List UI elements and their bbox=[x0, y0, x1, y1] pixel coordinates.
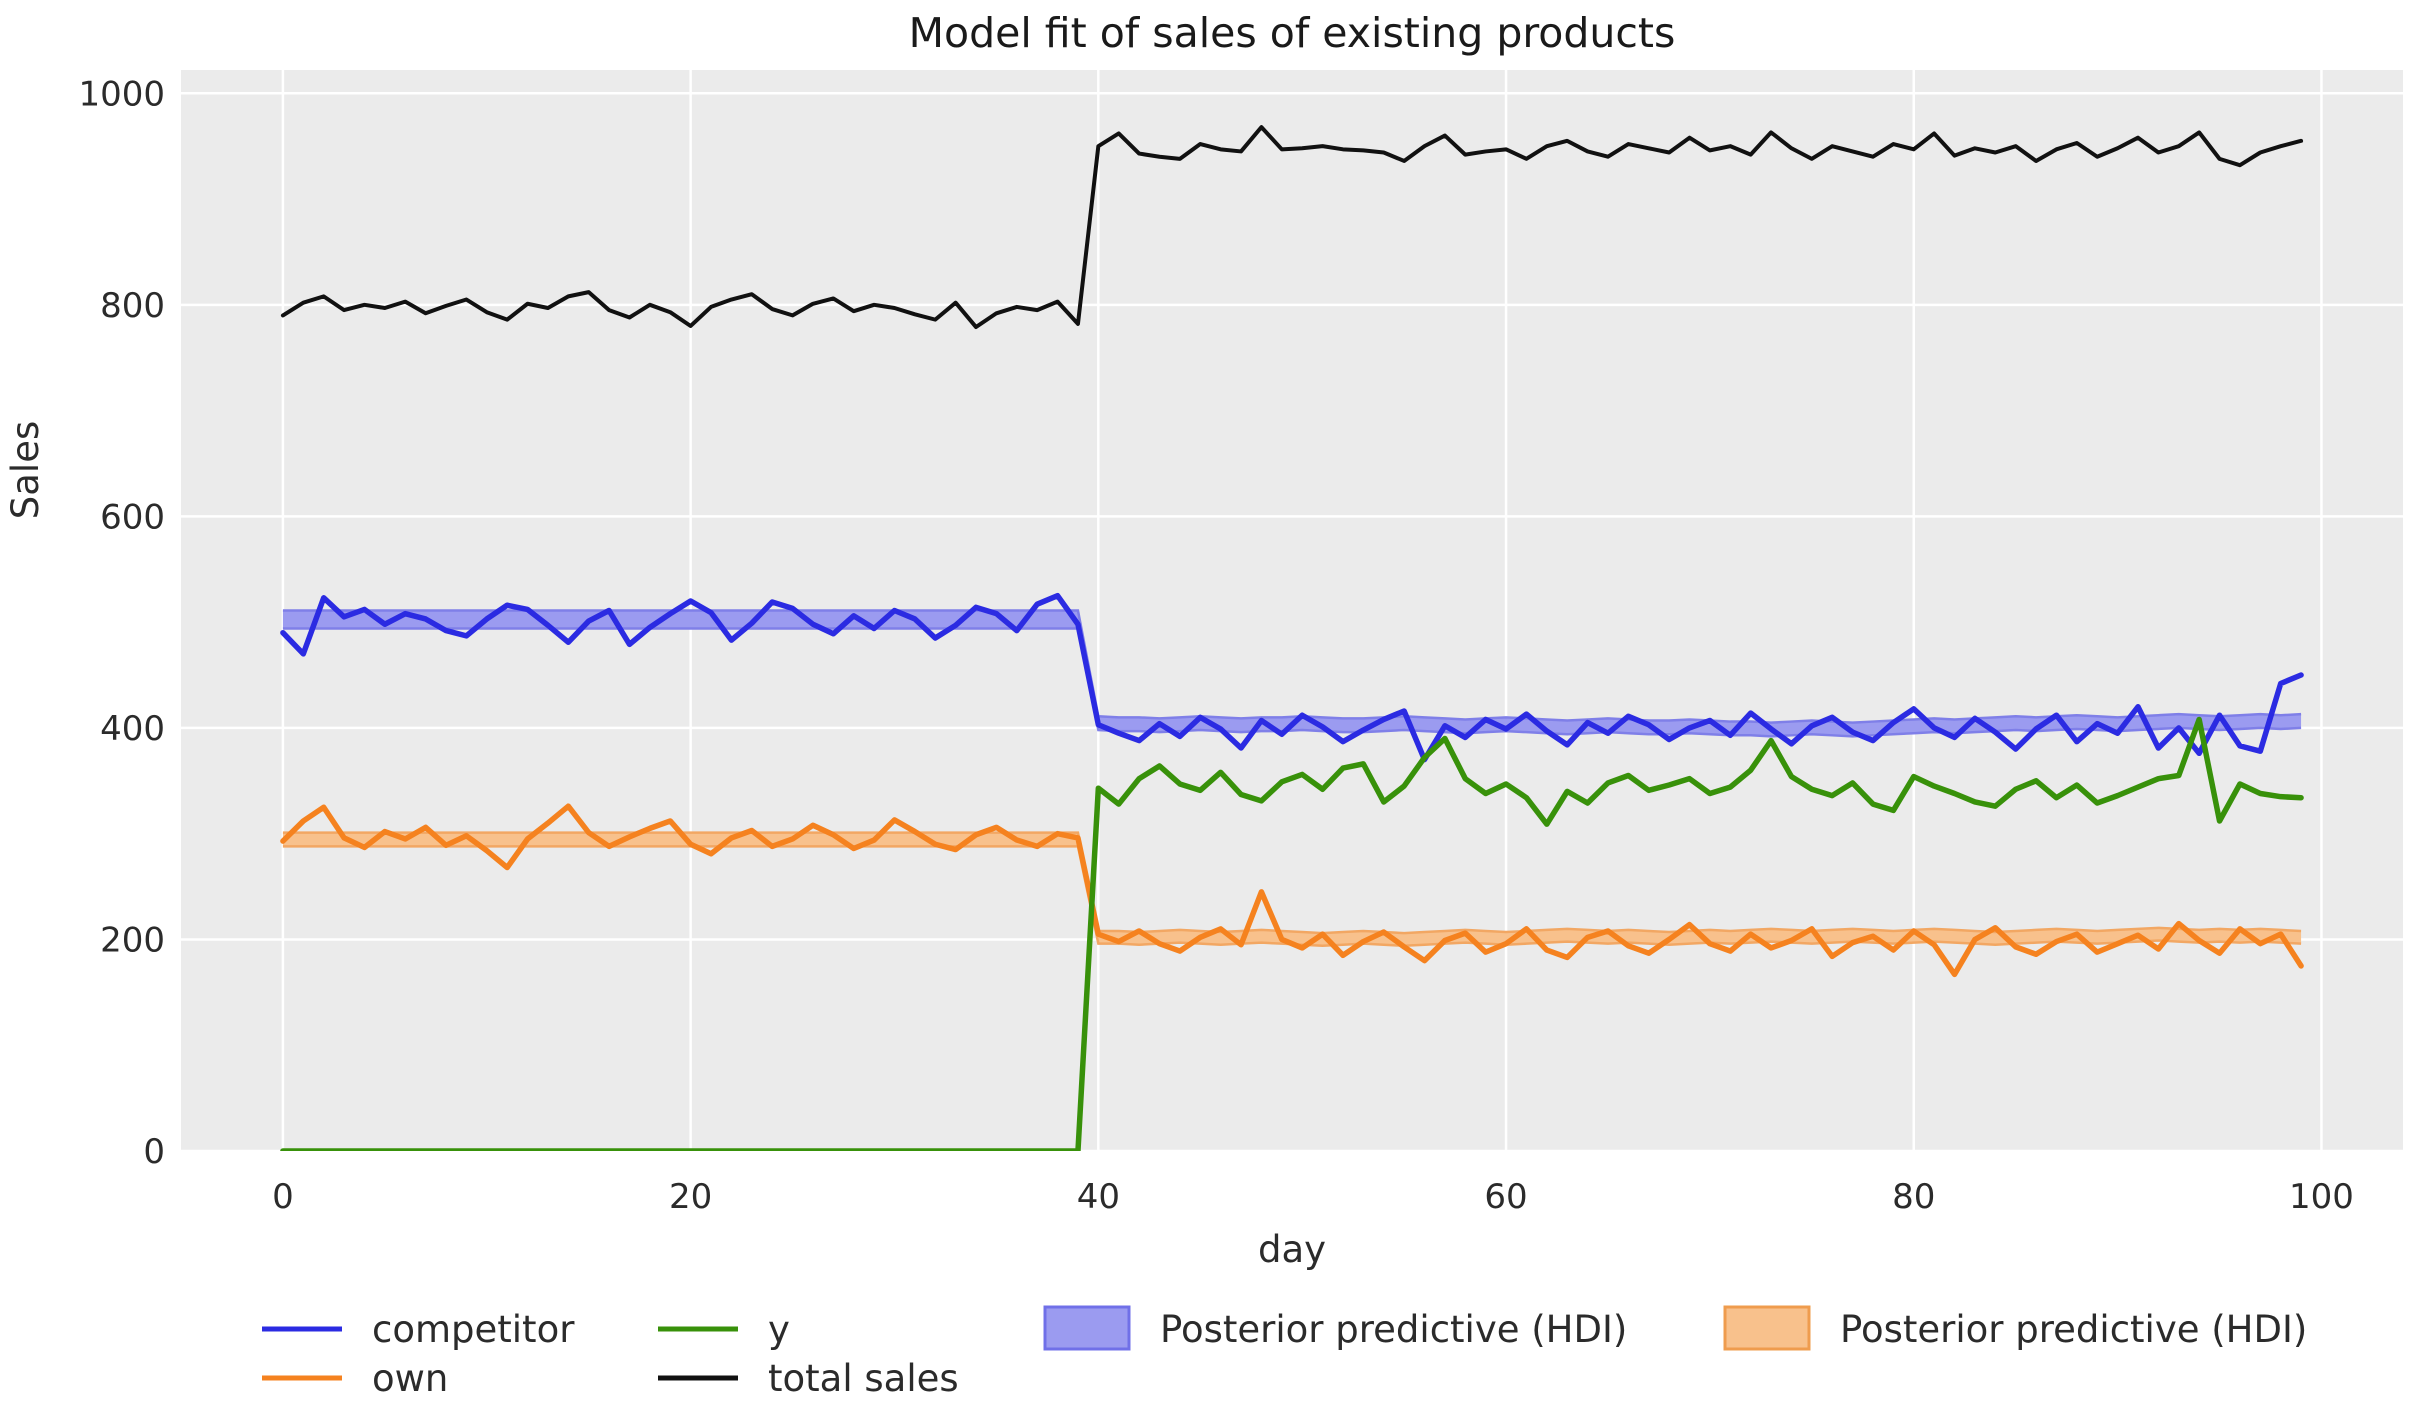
y-tick-label: 200 bbox=[100, 920, 165, 960]
x-axis-tick-labels: 0 20 40 60 80 100 bbox=[272, 1177, 2354, 1217]
legend-item-total-sales: total sales bbox=[658, 1357, 959, 1400]
legend: competitor y Posterior predictive (HDI) … bbox=[262, 1305, 2307, 1400]
series-lines bbox=[280, 125, 2304, 1151]
gridlines bbox=[181, 70, 2403, 1153]
x-tick-label: 80 bbox=[1892, 1177, 1935, 1217]
competitor-line bbox=[280, 592, 2304, 763]
hdi-orange-legend-patch bbox=[1723, 1305, 1811, 1351]
y-legend-label: y bbox=[768, 1308, 790, 1351]
hdi-blue-legend-patch bbox=[1043, 1305, 1131, 1351]
y-tick-label: 0 bbox=[143, 1132, 165, 1172]
y-axis-tick-labels: 0 200 400 600 800 1000 bbox=[78, 74, 165, 1172]
legend-item-hdi-blue: Posterior predictive (HDI) bbox=[1043, 1305, 1627, 1351]
y-line bbox=[280, 716, 2304, 1151]
x-axis-label: day bbox=[1258, 1228, 1326, 1271]
x-tick-label: 60 bbox=[1484, 1177, 1527, 1217]
x-tick-label: 0 bbox=[272, 1177, 294, 1217]
x-tick-label: 100 bbox=[2289, 1177, 2354, 1217]
legend-item-competitor: competitor bbox=[262, 1308, 575, 1351]
legend-item-y: y bbox=[658, 1308, 790, 1351]
own-line bbox=[280, 803, 2304, 978]
y-axis-label: Sales bbox=[4, 421, 47, 519]
y-tick-label: 400 bbox=[100, 709, 165, 749]
total-sales-line bbox=[280, 125, 2304, 330]
legend-item-own: own bbox=[262, 1357, 448, 1400]
y-tick-label: 600 bbox=[100, 497, 165, 537]
own-hdi-band bbox=[282, 832, 2302, 946]
x-tick-label: 20 bbox=[669, 1177, 712, 1217]
total-sales-legend-label: total sales bbox=[768, 1357, 959, 1400]
competitor-hdi-upper-edge bbox=[282, 609, 2302, 724]
legend-item-hdi-orange: Posterior predictive (HDI) bbox=[1723, 1305, 2307, 1351]
hdi-orange-legend-label: Posterior predictive (HDI) bbox=[1840, 1308, 2307, 1351]
y-tick-label: 800 bbox=[100, 286, 165, 326]
competitor-legend-label: competitor bbox=[372, 1308, 575, 1351]
chart-title: Model fit of sales of existing products bbox=[909, 9, 1676, 57]
hdi-blue-legend-label: Posterior predictive (HDI) bbox=[1160, 1308, 1627, 1351]
own-hdi-upper-edge bbox=[282, 831, 2302, 935]
y-tick-label: 1000 bbox=[78, 74, 165, 114]
x-tick-label: 40 bbox=[1077, 1177, 1120, 1217]
own-legend-label: own bbox=[372, 1357, 448, 1400]
